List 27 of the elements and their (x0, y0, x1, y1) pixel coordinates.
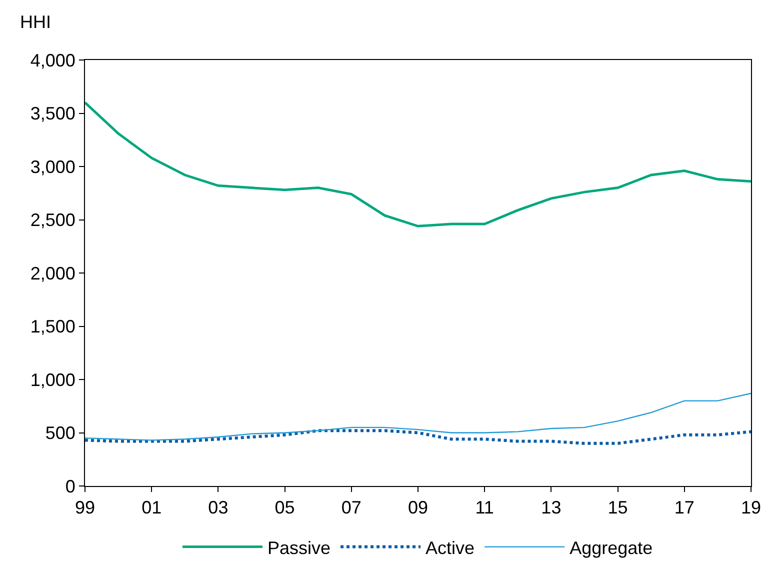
y-tick-label: 1,000 (30, 370, 76, 390)
x-tick-label: 07 (341, 498, 362, 518)
legend-label: Passive (268, 538, 331, 558)
x-tick-label: 03 (208, 498, 228, 518)
x-tick-label: 01 (142, 498, 162, 518)
x-tick-label: 13 (541, 498, 562, 518)
y-tick-label: 500 (45, 423, 76, 444)
x-tick-label: 19 (740, 498, 762, 518)
x-tick-label: 05 (274, 498, 295, 518)
x-tick-label: 09 (408, 498, 428, 518)
y-tick-label: 2,500 (30, 210, 76, 230)
legend-label: Active (426, 538, 475, 558)
x-tick-label: 17 (674, 498, 694, 518)
y-tick-label: 0 (65, 476, 76, 496)
y-tick-label: 3,500 (30, 104, 76, 124)
x-tick-label: 15 (608, 498, 628, 518)
x-tick-label: 11 (475, 498, 494, 518)
legend-label: Aggregate (570, 538, 653, 558)
y-axis-title: HHI (20, 12, 51, 32)
line-series (85, 392, 751, 441)
line-series (85, 429, 751, 445)
line-series (85, 101, 751, 228)
y-tick-label: 1,500 (30, 316, 76, 337)
x-tick-label: 99 (74, 498, 96, 518)
y-tick-label: 4,000 (30, 50, 76, 70)
y-tick-label: 2,000 (30, 263, 76, 284)
y-tick-label: 3,000 (30, 156, 76, 177)
